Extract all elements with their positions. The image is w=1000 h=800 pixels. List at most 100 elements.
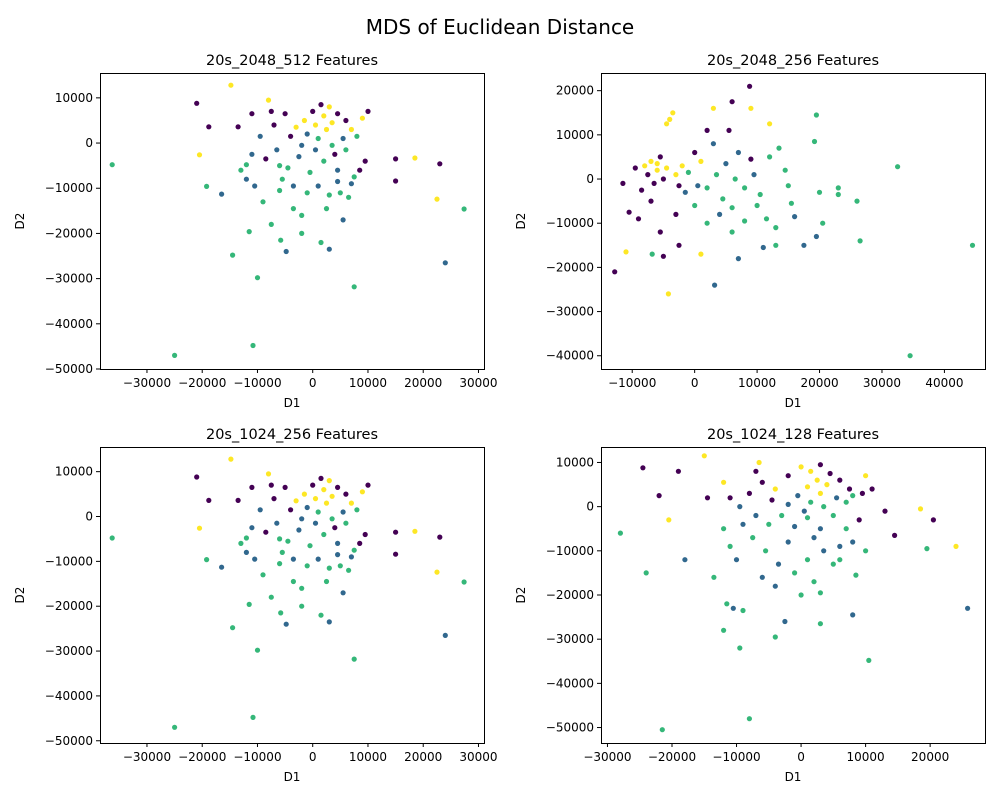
data-point: [290, 206, 296, 212]
data-point: [821, 548, 827, 554]
data-point: [246, 229, 252, 235]
data-point: [698, 158, 704, 164]
data-point: [754, 202, 760, 209]
data-point: [775, 561, 782, 567]
data-point: [679, 163, 685, 169]
data-point: [817, 590, 824, 596]
axes-frame: [601, 447, 986, 744]
data-point: [659, 727, 665, 733]
data-point: [346, 194, 352, 200]
data-point: [763, 216, 770, 222]
data-point: [282, 111, 288, 117]
data-point: [753, 512, 759, 519]
data-point: [773, 225, 779, 231]
data-point: [238, 540, 244, 547]
data-point: [219, 191, 225, 197]
data-point: [362, 158, 368, 164]
data-point: [238, 167, 244, 173]
data-point: [857, 238, 863, 244]
data-point: [704, 220, 710, 226]
data-point: [856, 517, 862, 523]
data-point: [804, 557, 811, 563]
data-point: [776, 145, 782, 151]
x-tick-label: 0: [309, 750, 317, 764]
data-point: [820, 220, 826, 226]
y-tick-label: 20000: [556, 84, 594, 98]
data-point: [249, 111, 255, 117]
scatter-points: [612, 83, 976, 359]
data-point: [654, 161, 660, 167]
data-point: [723, 161, 729, 167]
data-point: [393, 156, 399, 162]
data-point: [737, 645, 743, 651]
y-tick-label: 10000: [55, 91, 93, 105]
y-tick-label: 0: [85, 136, 93, 150]
data-point: [359, 115, 365, 121]
data-point: [772, 583, 778, 589]
y-tick-label: −40000: [45, 317, 93, 331]
subplot-2: 20s_2048_256 Features −10000 0 10000 20000 30…: [514, 53, 986, 410]
x-tick-label: −20000: [178, 750, 226, 764]
data-point: [310, 108, 316, 114]
data-point: [246, 601, 252, 608]
x-tick-label: −10000: [233, 750, 281, 764]
data-point: [895, 164, 901, 170]
data-point: [315, 183, 321, 189]
data-point: [323, 126, 330, 133]
axes-frame: [100, 447, 485, 744]
data-point: [843, 526, 849, 532]
y-tick-label: −20000: [546, 588, 594, 602]
data-point: [740, 607, 746, 614]
x-axis-label: D1: [785, 396, 802, 410]
data-point: [348, 500, 354, 506]
scatter-points: [109, 82, 467, 358]
data-point: [817, 462, 824, 468]
data-point: [710, 105, 717, 111]
data-point: [676, 183, 682, 189]
data-point: [340, 135, 346, 142]
data-point: [785, 183, 791, 189]
data-point: [882, 508, 888, 514]
data-point: [837, 543, 843, 550]
data-point: [665, 291, 672, 297]
data-point: [654, 167, 660, 173]
data-point: [340, 217, 346, 223]
data-point: [335, 167, 341, 173]
x-tick-label: 40000: [925, 376, 963, 390]
y-tick-label: −50000: [45, 362, 93, 376]
data-point: [740, 521, 746, 527]
data-point: [859, 490, 866, 496]
data-point: [660, 253, 667, 259]
data-point: [299, 230, 305, 236]
y-tick-label: 0: [586, 172, 594, 186]
data-point: [813, 112, 820, 118]
data-point: [230, 252, 236, 258]
subplot-title: 20s_1024_128 Features: [707, 427, 879, 443]
data-point: [312, 122, 319, 128]
data-point: [726, 127, 732, 133]
data-point: [326, 619, 332, 625]
data-point: [804, 515, 811, 521]
data-point: [953, 543, 959, 550]
data-point: [733, 557, 740, 563]
x-tick-label: 10000: [349, 750, 387, 764]
data-point: [263, 529, 269, 535]
data-point: [228, 456, 234, 462]
y-tick-label: −40000: [546, 676, 594, 690]
data-point: [337, 563, 343, 569]
data-point: [263, 156, 269, 162]
data-point: [329, 516, 335, 522]
data-point: [335, 540, 341, 547]
data-point: [801, 242, 807, 248]
data-point: [194, 474, 200, 480]
data-point: [811, 535, 817, 541]
y-tick-label: 0: [85, 510, 93, 524]
data-point: [759, 574, 765, 580]
data-point: [312, 496, 319, 502]
data-point: [321, 487, 327, 493]
data-point: [268, 221, 274, 227]
data-point: [323, 578, 330, 585]
data-point: [930, 517, 937, 523]
subplot-4: 20s_1024_128 Features −30000 −20000 −10000 0…: [514, 427, 986, 784]
data-point: [442, 260, 448, 266]
